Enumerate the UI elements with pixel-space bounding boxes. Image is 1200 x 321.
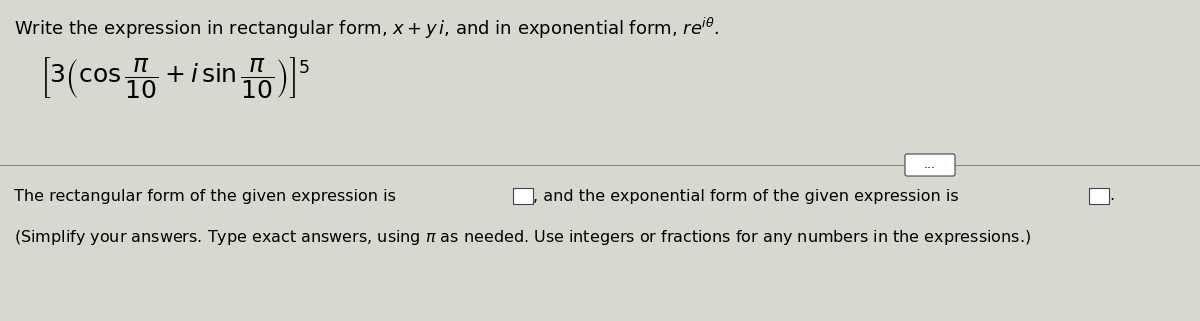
Text: ...: ...: [924, 159, 936, 171]
FancyBboxPatch shape: [1090, 188, 1109, 204]
Text: Write the expression in rectangular form, $x + y\,i$, and in exponential form, $: Write the expression in rectangular form…: [14, 16, 719, 41]
Text: .: .: [1109, 188, 1115, 204]
FancyBboxPatch shape: [905, 154, 955, 176]
Text: $\left[3\left(\cos\dfrac{\pi}{10} + i\,\sin\dfrac{\pi}{10}\right)\right]^{5}$: $\left[3\left(\cos\dfrac{\pi}{10} + i\,\…: [40, 55, 311, 100]
Text: , and the exponential form of the given expression is: , and the exponential form of the given …: [533, 188, 964, 204]
FancyBboxPatch shape: [514, 188, 533, 204]
Text: (Simplify your answers. Type exact answers, using $\pi$ as needed. Use integers : (Simplify your answers. Type exact answe…: [14, 228, 1031, 247]
Text: The rectangular form of the given expression is: The rectangular form of the given expres…: [14, 188, 401, 204]
